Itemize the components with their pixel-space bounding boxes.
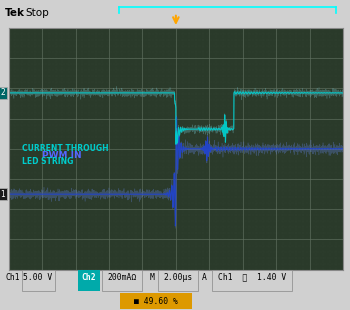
Text: M: M: [150, 273, 155, 282]
Bar: [78, 270, 100, 291]
Bar: [22, 270, 55, 291]
Bar: [120, 293, 192, 309]
Text: Tek: Tek: [5, 7, 25, 18]
Text: A: A: [202, 273, 207, 282]
Text: 2: 2: [0, 88, 5, 97]
Bar: [158, 270, 198, 291]
Text: Ch1  ∯  1.40 V: Ch1 ∯ 1.40 V: [218, 273, 286, 282]
Text: Ch2: Ch2: [82, 273, 96, 282]
Bar: [102, 270, 142, 291]
Text: 200mAΩ: 200mAΩ: [107, 273, 136, 282]
Text: Stop: Stop: [25, 7, 49, 18]
Text: 2.00µs: 2.00µs: [163, 273, 193, 282]
Text: PWM IN: PWM IN: [42, 151, 82, 160]
Text: ■ 49.60 %: ■ 49.60 %: [134, 297, 178, 306]
Text: 1: 1: [0, 190, 5, 199]
Bar: [212, 270, 292, 291]
Text: Ch1: Ch1: [5, 273, 20, 282]
Text: 5.00 V: 5.00 V: [23, 273, 52, 282]
Text: CURRENT THROUGH
LED STRING: CURRENT THROUGH LED STRING: [22, 144, 109, 166]
